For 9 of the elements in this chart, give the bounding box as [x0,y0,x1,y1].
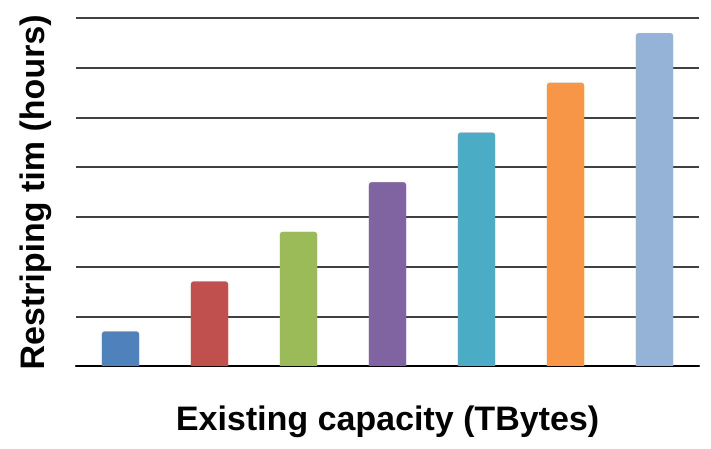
y-axis-title: Restriping tim (hours) [14,14,52,370]
bar [280,232,318,366]
bar [102,331,140,366]
bar [458,132,496,366]
bar [190,281,228,366]
bar [636,32,674,366]
bar [368,182,406,366]
bar [546,82,584,366]
x-axis-title: Existing capacity (TBytes) [176,400,600,438]
